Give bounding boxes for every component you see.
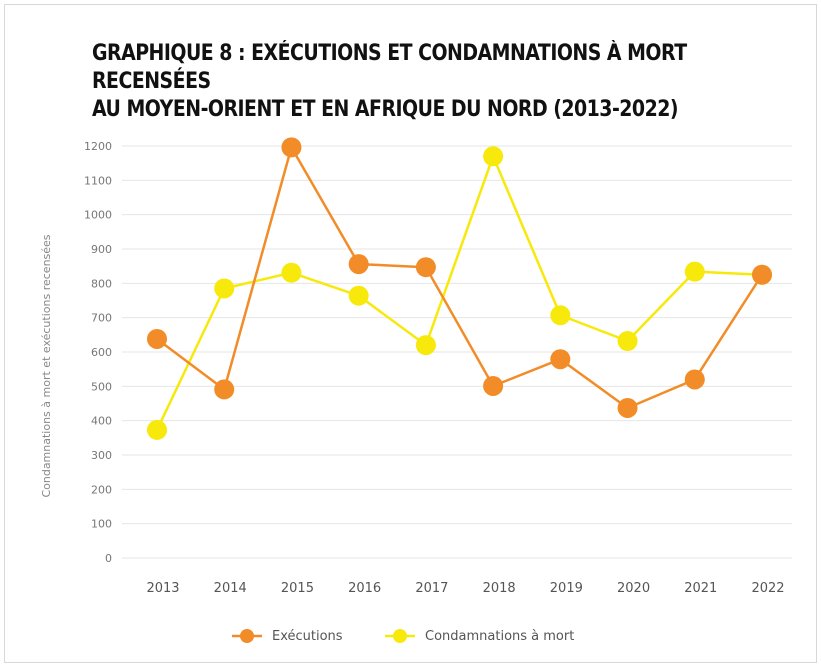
- data-point: [147, 419, 167, 440]
- x-tick-label: 2022: [751, 581, 784, 596]
- y-tick-label: 200: [91, 483, 112, 496]
- y-tick-label: 1100: [84, 174, 112, 187]
- gridlines: [122, 145, 792, 559]
- x-tick-label: 2018: [483, 581, 516, 596]
- series-lines: [155, 146, 764, 431]
- data-point: [684, 369, 705, 390]
- data-point: [415, 257, 436, 278]
- legend-label: Condamnations à mort: [425, 629, 574, 644]
- x-tick-label: 2020: [617, 581, 650, 596]
- y-tick-label: 100: [91, 518, 112, 531]
- x-tick-label: 2013: [146, 581, 179, 596]
- data-point: [550, 349, 571, 370]
- series-line: [155, 155, 763, 431]
- y-axis-ticks: 0 100 200 300 400 500 600 700 800 900 1000 1100 1200: [84, 140, 112, 565]
- data-point: [684, 261, 705, 282]
- data-point: [483, 146, 504, 167]
- y-tick-label: 700: [91, 312, 112, 325]
- y-tick-label: 1200: [84, 140, 112, 153]
- y-tick-label: 500: [91, 380, 112, 393]
- data-point: [147, 328, 167, 349]
- x-tick-label: 2017: [415, 581, 448, 596]
- y-tick-label: 1000: [84, 209, 112, 222]
- y-tick-label: 400: [91, 415, 112, 428]
- data-point: [617, 397, 638, 418]
- data-point: [483, 375, 504, 396]
- chart-title-line-1: GRAPHIQUE 8 : EXÉCUTIONS ET CONDAMNATION…: [92, 41, 687, 94]
- series-points: [147, 137, 772, 440]
- y-tick-label: 600: [91, 346, 112, 359]
- data-point: [348, 285, 369, 306]
- chart-title: GRAPHIQUE 8 : EXÉCUTIONS ET CONDAMNATION…: [92, 40, 694, 124]
- legend: Exécutions Condamnations à mort: [232, 629, 574, 644]
- data-point: [281, 262, 302, 283]
- data-point: [415, 335, 436, 356]
- legend-marker: [393, 629, 407, 643]
- data-point: [752, 264, 772, 285]
- x-tick-label: 2014: [214, 581, 247, 596]
- legend-marker: [240, 629, 254, 643]
- data-point: [214, 379, 235, 400]
- data-point: [550, 305, 571, 326]
- x-tick-label: 2016: [348, 581, 381, 596]
- y-tick-label: 800: [91, 277, 112, 290]
- x-axis-ticks: 2013 2014 2015 2016 2017 2018 2019 2020 2021 2022: [146, 581, 784, 596]
- data-point: [348, 254, 369, 275]
- data-point: [617, 331, 638, 352]
- legend-label: Exécutions: [272, 629, 343, 644]
- x-tick-label: 2021: [684, 581, 717, 596]
- x-tick-label: 2019: [550, 581, 583, 596]
- y-axis-label: Condamnations à mort et exécutions recen…: [40, 234, 53, 497]
- data-point: [214, 278, 235, 299]
- y-tick-label: 0: [105, 552, 112, 565]
- x-tick-label: 2015: [281, 581, 314, 596]
- data-point: [281, 137, 302, 158]
- y-tick-label: 300: [91, 449, 112, 462]
- chart-title-line-2: AU MOYEN-ORIENT ET EN AFRIQUE DU NORD (2…: [92, 97, 679, 122]
- y-tick-label: 900: [91, 243, 112, 256]
- series-line: [156, 146, 764, 410]
